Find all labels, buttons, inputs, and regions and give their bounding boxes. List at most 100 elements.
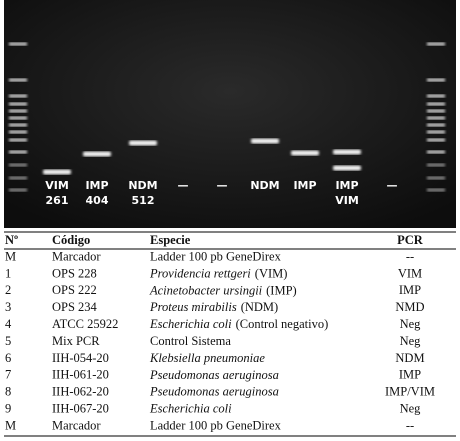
lane-label: 404 xyxy=(86,194,109,207)
ladder-band xyxy=(9,116,27,120)
gel-band xyxy=(43,169,71,175)
ladder-band xyxy=(9,123,27,127)
ladder-band xyxy=(427,176,445,180)
lane-label: IMP xyxy=(335,179,358,192)
row-number: 7 xyxy=(5,368,11,382)
lane-label: NDM xyxy=(128,179,157,192)
gel-image xyxy=(4,0,456,228)
row-species: Ladder 100 pb GeneDirex xyxy=(150,249,282,263)
species-name: Escherichia coli xyxy=(149,317,232,331)
row-code: OPS 222 xyxy=(52,283,97,297)
ladder-band xyxy=(9,150,27,154)
row-pcr: IMP xyxy=(399,368,421,382)
row-code: Mix PCR xyxy=(52,334,100,348)
row-code: OPS 234 xyxy=(52,300,98,314)
lane-label: — xyxy=(178,179,189,192)
row-pcr: NDM xyxy=(395,351,424,365)
species-note: (NDM) xyxy=(241,300,279,314)
ladder-band xyxy=(9,42,27,46)
ladder-band xyxy=(427,150,445,154)
row-number: 4 xyxy=(5,317,12,331)
lane-label: 512 xyxy=(132,194,155,207)
row-pcr: IMP xyxy=(399,283,421,297)
gel-band xyxy=(291,150,319,156)
row-species: Acinetobacter ursingii (IMP) xyxy=(149,283,297,297)
row-number: 9 xyxy=(5,401,11,415)
row-species: Klebsiella pneumoniae xyxy=(149,351,265,365)
species-name: Pseudomonas aeruginosa xyxy=(149,385,279,399)
species-name: Providencia rettgeri xyxy=(149,266,251,280)
ladder-band xyxy=(427,163,445,167)
row-code: IIH-061-20 xyxy=(52,368,109,382)
species-name: Klebsiella pneumoniae xyxy=(149,351,265,365)
row-species: Ladder 100 pb GeneDirex xyxy=(150,418,282,432)
species-note: Ladder 100 pb GeneDirex xyxy=(150,249,282,263)
row-number: 8 xyxy=(5,385,11,399)
row-species: Providencia rettgeri (VIM) xyxy=(149,266,287,280)
row-pcr: NMD xyxy=(395,300,424,314)
row-code: ATCC 25922 xyxy=(52,317,118,331)
row-pcr: IMP/VIM xyxy=(385,385,435,399)
lane-label: IMP xyxy=(85,179,108,192)
table-header: Especie xyxy=(150,233,191,247)
lane-label: VIM xyxy=(335,194,359,207)
ladder-band xyxy=(427,42,445,46)
species-note: (IMP) xyxy=(266,283,297,297)
row-species: Pseudomonas aeruginosa xyxy=(149,385,279,399)
lane-label: IMP xyxy=(293,179,316,192)
ladder-band xyxy=(427,109,445,113)
ladder-band xyxy=(9,138,27,142)
table: Nº Código Especie PCR M Marcador Ladder 100 pb… xyxy=(5,233,435,433)
species-note: (VIM) xyxy=(255,266,288,280)
gel: VIM 261 IMP 404 NDM 512 — — NDM IMP IMP VIM — xyxy=(9,42,445,207)
gel-band xyxy=(129,140,157,146)
ladder-band xyxy=(9,109,27,113)
row-number: 5 xyxy=(5,334,11,348)
row-pcr: Neg xyxy=(400,334,422,348)
species-name: Escherichia coli xyxy=(149,401,232,415)
row-pcr: Neg xyxy=(400,317,422,331)
lane-label: NDM xyxy=(250,179,279,192)
row-species: Proteus mirabilis (NDM) xyxy=(149,300,278,314)
species-note: Control Sistema xyxy=(150,334,231,348)
lane-label: — xyxy=(217,179,228,192)
row-number: M xyxy=(5,418,16,432)
row-number: 1 xyxy=(5,266,11,280)
ladder-band xyxy=(427,116,445,120)
row-code: IIH-067-20 xyxy=(52,401,109,415)
row-number: 3 xyxy=(5,300,11,314)
species-name: Proteus mirabilis xyxy=(149,300,237,314)
species-note: (Control negativo) xyxy=(236,317,329,331)
species-name: Pseudomonas aeruginosa xyxy=(149,368,279,382)
lane-label: — xyxy=(387,179,398,192)
lane-label: VIM xyxy=(45,179,69,192)
ladder-band xyxy=(427,94,445,98)
ladder-band xyxy=(427,138,445,142)
lane-label: 261 xyxy=(46,194,69,207)
species-name: Acinetobacter ursingii xyxy=(149,283,263,297)
gel-band xyxy=(83,151,111,157)
gel-band xyxy=(333,149,361,155)
table-header: Nº xyxy=(5,233,18,247)
row-pcr: VIM xyxy=(398,266,422,280)
table-header: PCR xyxy=(397,233,424,247)
row-code: IIH-054-20 xyxy=(52,351,109,365)
row-pcr: -- xyxy=(406,418,414,432)
ladder-band xyxy=(9,130,27,134)
gel-band xyxy=(251,138,279,144)
row-species: Escherichia coli xyxy=(149,401,232,415)
ladder-band xyxy=(427,102,445,106)
ladder-band xyxy=(9,163,27,167)
ladder-band xyxy=(9,176,27,180)
ladder-band xyxy=(427,78,445,82)
ladder-band xyxy=(427,188,445,192)
row-number: M xyxy=(5,249,16,263)
row-code: OPS 228 xyxy=(52,266,97,280)
gel-band xyxy=(333,165,361,171)
species-note: Ladder 100 pb GeneDirex xyxy=(150,418,282,432)
table-header: Código xyxy=(52,233,90,247)
row-species: Control Sistema xyxy=(150,334,231,348)
ladder-band xyxy=(9,94,27,98)
ladder-band xyxy=(427,130,445,134)
